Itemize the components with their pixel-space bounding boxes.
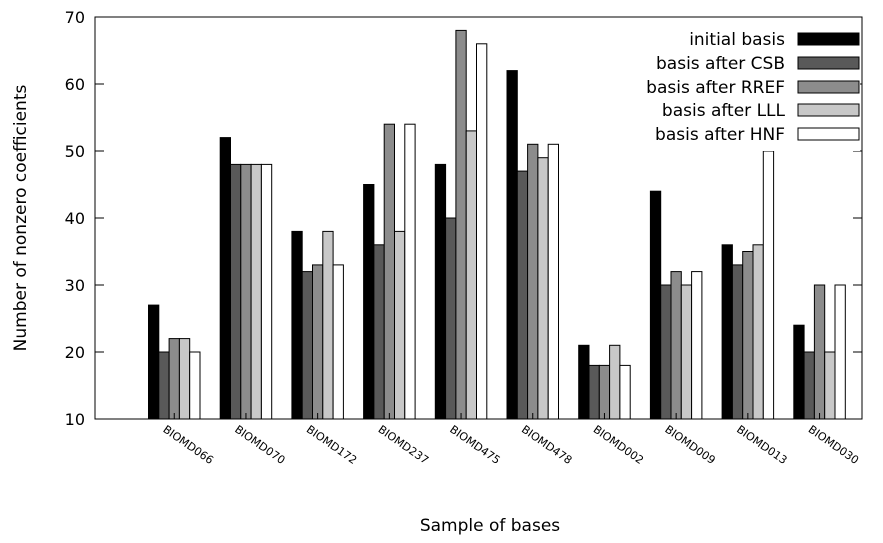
bar — [537, 157, 549, 420]
legend-label: initial basis — [689, 30, 785, 50]
bar — [178, 338, 191, 420]
legend-label: basis after LLL — [662, 101, 786, 121]
x-tick-label: BIOMD030 — [806, 423, 861, 467]
bar — [731, 264, 744, 420]
bar — [762, 150, 775, 420]
bar — [598, 364, 611, 420]
x-axis: BIOMD066 BIOMD070 BIOMD172 BIOMD237 BIOMD475… — [161, 413, 861, 467]
bar — [455, 29, 467, 420]
legend-swatch — [797, 80, 860, 94]
bar — [670, 271, 682, 420]
y-tick-label: 10 — [65, 410, 85, 429]
y-tick-label: 40 — [65, 209, 85, 228]
x-tick-label: BIOMD002 — [591, 423, 646, 467]
bar — [588, 364, 600, 420]
bar — [742, 251, 754, 420]
bar — [527, 143, 539, 420]
bar — [660, 284, 672, 420]
bar — [803, 351, 815, 420]
bar — [721, 244, 733, 420]
bar — [230, 163, 242, 420]
bar — [219, 137, 231, 420]
bar — [609, 344, 621, 420]
bar — [404, 123, 416, 420]
x-tick-label: BIOMD237 — [376, 423, 431, 467]
bar — [312, 264, 324, 420]
x-tick-label: BIOMD070 — [232, 423, 287, 467]
legend-label: basis after RREF — [646, 78, 785, 98]
x-tick-label: BIOMD172 — [304, 423, 359, 467]
bar — [834, 284, 846, 420]
legend-label: basis after HNF — [655, 125, 785, 145]
bar — [752, 244, 764, 420]
x-tick-label: BIOMD478 — [519, 423, 574, 467]
bar — [465, 130, 478, 420]
legend-swatch — [797, 127, 860, 141]
x-axis-title: Sample of bases — [420, 516, 560, 536]
legend-swatch — [797, 32, 860, 46]
bar — [189, 351, 201, 420]
bar — [649, 190, 662, 420]
legend-swatch — [797, 56, 860, 70]
bars-group — [148, 29, 846, 420]
bar — [158, 351, 170, 420]
bar — [476, 43, 488, 420]
bar — [578, 344, 590, 420]
x-tick-label: BIOMD009 — [662, 423, 717, 467]
bar — [260, 163, 273, 420]
y-axis: 10 20 30 40 50 60 70 — [65, 8, 862, 429]
bar — [445, 217, 457, 420]
y-axis-title: Number of nonzero coefficients — [11, 85, 31, 352]
bar — [373, 244, 385, 420]
bar — [793, 324, 805, 420]
bar — [148, 304, 160, 420]
bar — [547, 143, 560, 420]
bar — [250, 163, 262, 420]
bar — [332, 264, 344, 420]
legend: initial basis basis after CSB basis after … — [605, 24, 860, 151]
bar — [301, 271, 314, 420]
bar — [168, 338, 180, 420]
bar — [824, 351, 836, 420]
legend-label: basis after CSB — [656, 54, 785, 74]
bar — [240, 163, 252, 420]
bar — [434, 163, 447, 420]
bar — [619, 364, 631, 420]
x-tick-label: BIOMD475 — [447, 423, 502, 467]
y-tick-label: 60 — [65, 75, 85, 94]
bar — [506, 70, 518, 420]
bar — [680, 284, 693, 420]
y-tick-label: 20 — [65, 343, 85, 362]
legend-swatch — [797, 103, 860, 117]
y-tick-label: 70 — [65, 8, 85, 27]
bar — [383, 123, 396, 420]
bar — [516, 170, 529, 420]
bar — [813, 284, 826, 420]
bar — [394, 230, 406, 420]
y-tick-label: 50 — [65, 142, 85, 161]
x-tick-label: BIOMD066 — [161, 423, 216, 467]
bar — [363, 184, 375, 420]
bar — [691, 271, 703, 420]
x-tick-label: BIOMD013 — [734, 423, 789, 467]
y-tick-label: 30 — [65, 276, 85, 295]
bar — [291, 230, 303, 420]
bar — [322, 230, 334, 420]
